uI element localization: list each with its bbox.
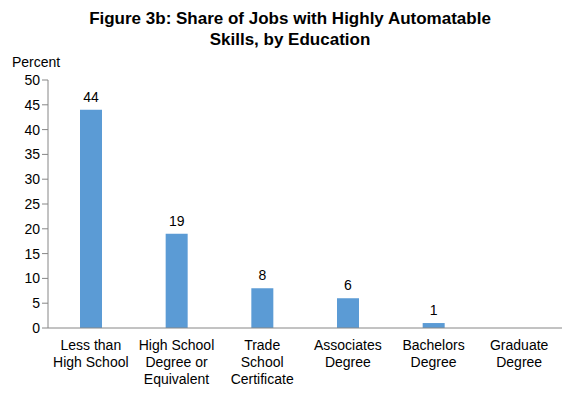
svg-text:45: 45	[24, 97, 40, 113]
svg-text:5: 5	[32, 295, 40, 311]
svg-text:44: 44	[83, 89, 99, 105]
svg-text:35: 35	[24, 146, 40, 162]
svg-text:40: 40	[24, 122, 40, 138]
svg-text:10: 10	[24, 270, 40, 286]
svg-text:25: 25	[24, 196, 40, 212]
svg-text:1: 1	[430, 302, 438, 318]
svg-text:15: 15	[24, 246, 40, 262]
svg-text:8: 8	[258, 267, 266, 283]
svg-text:AssociatesDegree: AssociatesDegree	[314, 337, 382, 370]
html-text:Figure 3b: Share of Jobs with: Figure 3b: Share of Jobs with Highly Aut…	[89, 9, 491, 49]
svg-text:20: 20	[24, 221, 40, 237]
svg-text:BachelorsDegree: BachelorsDegree	[402, 337, 464, 370]
svg-text:TradeSchoolCertificate: TradeSchoolCertificate	[231, 337, 294, 387]
svg-text:GraduateDegree: GraduateDegree	[490, 337, 549, 370]
svg-text:30: 30	[24, 171, 40, 187]
svg-text:50: 50	[24, 72, 40, 88]
html-text:Percent: Percent	[12, 54, 61, 70]
svg-text:High SchoolDegree orEquivalent: High SchoolDegree orEquivalent	[139, 337, 215, 387]
svg-text:19: 19	[169, 213, 185, 229]
svg-text:Less thanHigh School: Less thanHigh School	[53, 337, 129, 370]
svg-text:6: 6	[344, 277, 352, 293]
svg-text:0: 0	[32, 320, 40, 336]
